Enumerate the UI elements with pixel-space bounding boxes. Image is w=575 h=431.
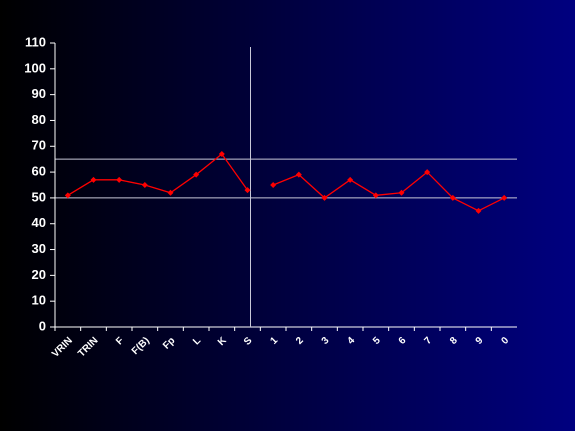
- y-tick-label: 40: [32, 215, 46, 230]
- y-tick-label: 10: [32, 293, 46, 308]
- data-line: [272, 171, 505, 212]
- data-point: [321, 194, 328, 201]
- data-point: [116, 176, 123, 183]
- data-point: [270, 182, 277, 188]
- y-tick-label: 70: [32, 138, 46, 153]
- data-point: [398, 189, 405, 196]
- data-point: [167, 189, 174, 196]
- data-point: [64, 192, 71, 199]
- data-point: [424, 169, 431, 176]
- y-tick-label: 30: [32, 241, 46, 256]
- data-point: [295, 171, 302, 178]
- y-tick-label: 90: [32, 86, 46, 101]
- y-tick-label: 100: [24, 60, 46, 75]
- y-tick-label: 0: [39, 318, 46, 333]
- y-tick-label: 80: [32, 112, 46, 127]
- data-point: [218, 151, 225, 158]
- y-tick-label: 50: [32, 189, 46, 204]
- data-point: [141, 182, 148, 188]
- data-point: [501, 194, 508, 201]
- data-point: [347, 176, 354, 183]
- data-point: [449, 194, 456, 201]
- data-point: [244, 187, 251, 194]
- y-tick-label: 60: [32, 164, 46, 179]
- data-point: [90, 176, 97, 183]
- data-line: [67, 153, 249, 196]
- y-tick-label: 20: [32, 267, 46, 282]
- y-tick-label: 110: [25, 34, 46, 49]
- data-point: [193, 171, 200, 178]
- data-point: [372, 192, 379, 199]
- data-point: [475, 207, 482, 214]
